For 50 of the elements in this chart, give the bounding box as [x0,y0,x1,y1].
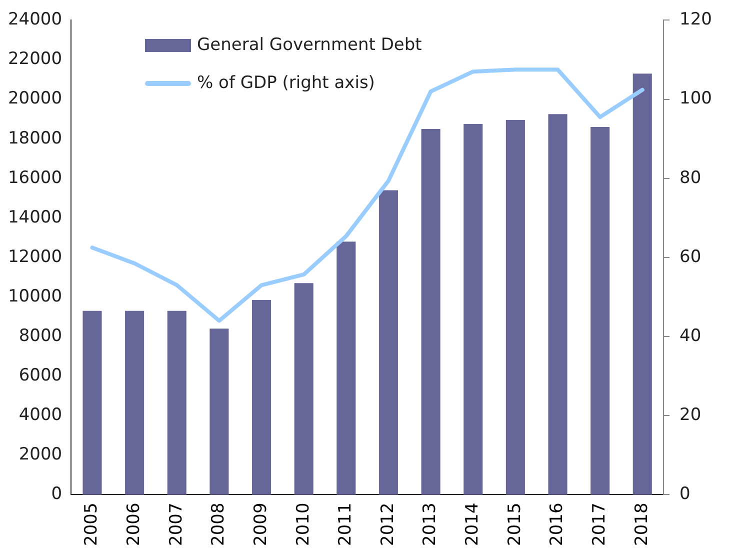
bar [378,190,398,495]
x-tick-label: 2017 [589,502,610,546]
bar [210,328,229,495]
bar [336,242,356,495]
y-tick-label: 24000 [8,10,62,30]
x-tick-label: 2005 [82,502,102,546]
y-tick-label: 16000 [8,168,62,188]
bar [294,283,314,495]
x-tick-label: 2007 [166,502,186,546]
x-tick-label: 2013 [420,502,440,546]
bar [82,310,102,495]
bar [590,126,610,495]
y2-tick-label: 80 [680,168,702,188]
bar [125,310,144,495]
y-tick-label: 12000 [8,246,62,267]
y-tick-label: 20000 [8,88,62,109]
legend-label: General Government Debt [197,34,422,57]
y-tick-label: 8000 [18,326,62,346]
y-tick-label: 2000 [18,444,62,465]
x-tick-label: 2008 [208,502,229,546]
y-tick-label: 4000 [18,405,62,426]
bar [252,300,272,495]
y-tick-label: 10000 [8,286,62,306]
y-tick-label: 22000 [8,49,62,70]
y2-tick-label: 20 [680,405,702,426]
x-tick-label: 2014 [462,502,483,546]
y2-tick-label: 0 [680,484,690,504]
y-tick-label: 18000 [8,128,62,148]
bar [632,74,652,495]
x-tick-label: 2011 [336,502,356,546]
x-tick-label: 2015 [504,502,525,546]
x-tick-label: 2009 [250,502,271,546]
x-tick-label: 2012 [378,502,398,546]
y2-tick-label: 60 [680,246,702,267]
y-tick-label: 6000 [18,366,62,386]
x-tick-label: 2010 [293,502,314,546]
x-tick-label: 2016 [547,502,568,546]
bar [421,128,440,495]
x-tick-label: 2006 [124,502,144,546]
y-tick-label: 14000 [8,207,62,228]
y2-tick-label: 100 [680,88,712,109]
bar [548,114,568,495]
bar [464,124,483,495]
y2-tick-label: 40 [680,326,702,346]
bar [167,310,186,495]
x-tick-label: 2018 [632,502,652,546]
y2-tick-label: 120 [680,10,712,30]
bar [506,120,525,495]
y-tick-label: 0 [51,484,62,504]
legend-label: % of GDP (right axis) [197,72,375,95]
